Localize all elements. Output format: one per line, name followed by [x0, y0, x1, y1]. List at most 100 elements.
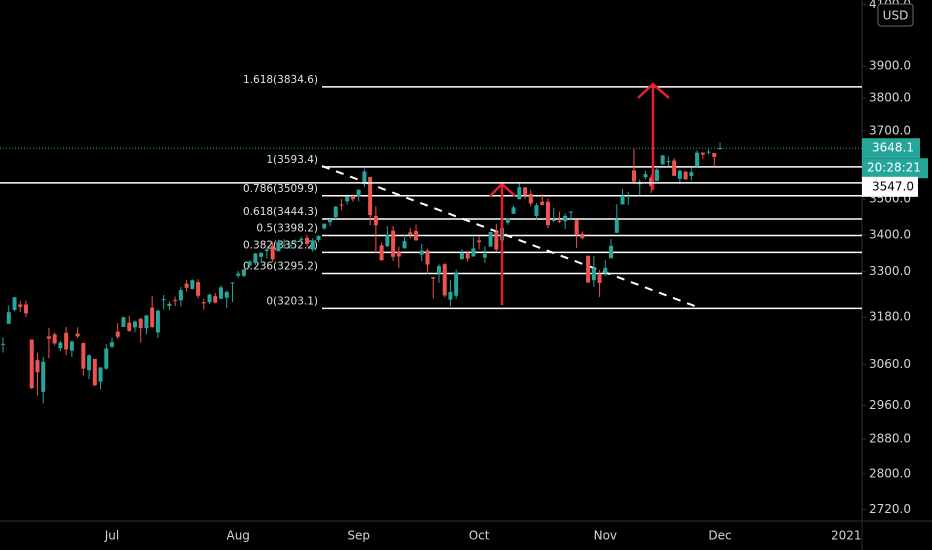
currency: USD — [883, 9, 909, 23]
candle-body — [574, 220, 579, 235]
candle-body — [310, 240, 315, 250]
candle-body — [35, 360, 40, 373]
candle-body — [442, 264, 447, 296]
candle-body — [104, 348, 109, 369]
candle-body — [138, 318, 143, 329]
candle-body — [368, 176, 373, 216]
candle-body — [350, 196, 355, 200]
fib-label: 1.618(3834.6) — [243, 74, 318, 86]
candle-body — [184, 283, 189, 288]
candle-body — [264, 249, 269, 251]
candle-body — [224, 291, 229, 298]
candle-body — [219, 287, 224, 299]
candle-body — [402, 241, 407, 249]
candle-body — [505, 218, 510, 223]
candle-body — [471, 248, 476, 257]
candle-body — [482, 253, 487, 258]
candle-body — [580, 233, 585, 239]
candle-body — [253, 253, 258, 264]
candle-body — [419, 250, 424, 255]
x-tick-label: 2021 — [831, 529, 862, 543]
candle-body — [545, 201, 550, 226]
candle-body — [64, 332, 69, 350]
y-tick-label: 3900.0 — [869, 59, 911, 73]
candle-body — [425, 250, 430, 265]
fib-label: 0.382(3352.2) — [243, 239, 318, 251]
y-tick-label: 3300.0 — [869, 264, 911, 278]
candle-body — [259, 252, 264, 257]
candle-body — [477, 240, 482, 243]
candle-body — [643, 174, 648, 178]
candle-body — [609, 245, 614, 259]
candle-body — [557, 220, 562, 222]
candle-body — [333, 206, 338, 218]
candle-body — [414, 230, 419, 241]
candle-body — [110, 342, 115, 347]
candle-body — [586, 255, 591, 283]
countdown: 20:28:21 — [867, 161, 921, 175]
fib-label: 0.5(3398.2) — [256, 223, 318, 235]
candle-body — [316, 235, 321, 240]
candle-body — [207, 294, 212, 303]
candle-body — [454, 272, 459, 296]
candle-body — [18, 304, 23, 307]
x-tick-label: Jul — [104, 529, 119, 543]
candle-body — [534, 205, 539, 216]
x-tick-label: Nov — [594, 529, 617, 543]
candle-body — [603, 267, 608, 274]
candle-body — [614, 219, 619, 233]
fib-label: 0.618(3444.3) — [243, 206, 318, 218]
candle-body — [52, 334, 57, 344]
candle-body — [299, 238, 304, 240]
fib-label: 0.786(3509.9) — [243, 183, 318, 195]
candle-body — [132, 321, 137, 328]
candle-body — [92, 358, 97, 386]
fib-retracement: 1.618(3834.6) 1(3593.4) 0.786(3509.9) 0.618… — [243, 74, 862, 310]
candle-body — [379, 245, 384, 261]
candle-body — [523, 187, 528, 196]
x-tick-label: Sep — [347, 529, 370, 543]
candle-body — [121, 317, 126, 327]
candle-body — [568, 211, 573, 213]
y-tick-label: 3700.0 — [869, 123, 911, 137]
x-tick-label: Aug — [226, 529, 249, 543]
candle-body — [155, 310, 160, 333]
y-tick-label: 3400.0 — [869, 227, 911, 241]
candle-body — [150, 307, 155, 327]
candle-body — [41, 361, 46, 392]
y-tick-label: 3180.0 — [869, 310, 911, 324]
candle-body — [448, 291, 453, 300]
candle-body — [626, 196, 631, 198]
candle-body — [677, 170, 682, 179]
candle-body — [178, 290, 183, 301]
candle-body — [431, 277, 436, 279]
candle-body — [6, 312, 11, 324]
countdown-box — [862, 158, 928, 179]
candle-body — [236, 273, 241, 276]
candle-body — [87, 355, 92, 371]
fib-label: 0(3203.1) — [266, 295, 318, 307]
candle-body — [408, 232, 413, 235]
y-tick-label: 3060.0 — [869, 357, 911, 371]
candle-body — [12, 297, 17, 310]
candle-body — [287, 245, 292, 247]
candle-body — [115, 331, 120, 337]
candle-body — [29, 339, 34, 389]
candle-body — [528, 193, 533, 204]
candle-body — [167, 303, 172, 307]
candle-body — [293, 241, 298, 243]
arrow-head — [637, 82, 670, 99]
candle-body — [396, 252, 401, 257]
price-line-box — [862, 176, 918, 197]
candle-body — [270, 245, 275, 260]
candle-body — [660, 155, 665, 165]
candle-body — [649, 177, 654, 187]
candle-body — [373, 215, 378, 226]
candle-body — [718, 148, 723, 150]
candle-body — [305, 237, 310, 244]
candle-body — [695, 152, 700, 167]
candle-body — [706, 151, 711, 153]
candle-body — [517, 187, 522, 200]
